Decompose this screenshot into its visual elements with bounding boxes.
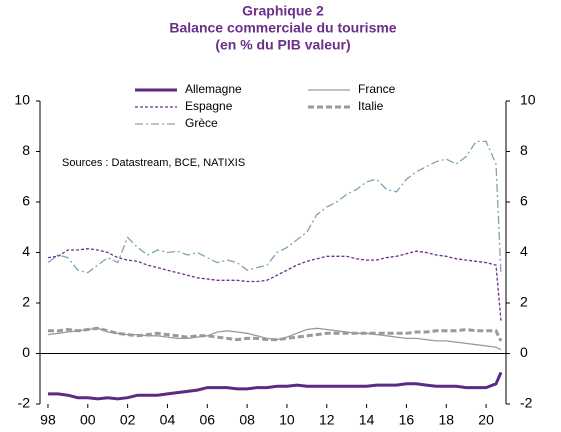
y-tick-label: 8 (22, 142, 30, 158)
y2-tick-label: 0 (520, 344, 528, 360)
legend-label: Allemagne (185, 82, 242, 96)
y2-tick-label: 2 (520, 294, 528, 310)
x-tick-label: 98 (40, 412, 56, 428)
chart-title: Balance commerciale du tourisme (169, 20, 396, 36)
x-tick-label: 08 (239, 412, 255, 428)
legend-label: Espagne (185, 99, 233, 113)
x-tick-label: 18 (438, 412, 454, 428)
legend-label: Italie (358, 99, 384, 113)
y-tick-label: 4 (22, 243, 30, 259)
y-tick-label: -2 (18, 395, 31, 411)
series-line (48, 326, 503, 342)
legend-label: Grèce (185, 116, 218, 130)
y2-tick-label: 8 (520, 142, 528, 158)
x-tick-label: 16 (399, 412, 415, 428)
x-tick-label: 04 (160, 412, 176, 428)
y2-tick-label: 10 (520, 92, 536, 108)
y-tick-label: 2 (22, 294, 30, 310)
y-tick-label: 10 (14, 92, 30, 108)
legend-label: France (358, 82, 396, 96)
y2-tick-label: 6 (520, 193, 528, 209)
series-line (47, 140, 502, 276)
x-tick-label: 20 (478, 412, 494, 428)
series-line (47, 248, 502, 321)
y-tick-label: 6 (22, 193, 30, 209)
y2-tick-label: -2 (520, 395, 533, 411)
y2-tick-label: 4 (520, 243, 528, 259)
x-tick-label: 00 (80, 412, 96, 428)
chart-title: (en % du PIB valeur) (215, 37, 350, 53)
annotation: Sources : Datastream, BCE, NATIXIS (62, 157, 245, 169)
x-tick-label: 06 (199, 412, 215, 428)
y-tick-label: 0 (22, 344, 30, 360)
x-tick-label: 14 (359, 412, 375, 428)
chart-title: Graphique 2 (242, 3, 324, 19)
series-line (48, 371, 503, 401)
x-tick-label: 10 (279, 412, 295, 428)
x-tick-label: 12 (319, 412, 335, 428)
x-tick-label: 02 (120, 412, 136, 428)
